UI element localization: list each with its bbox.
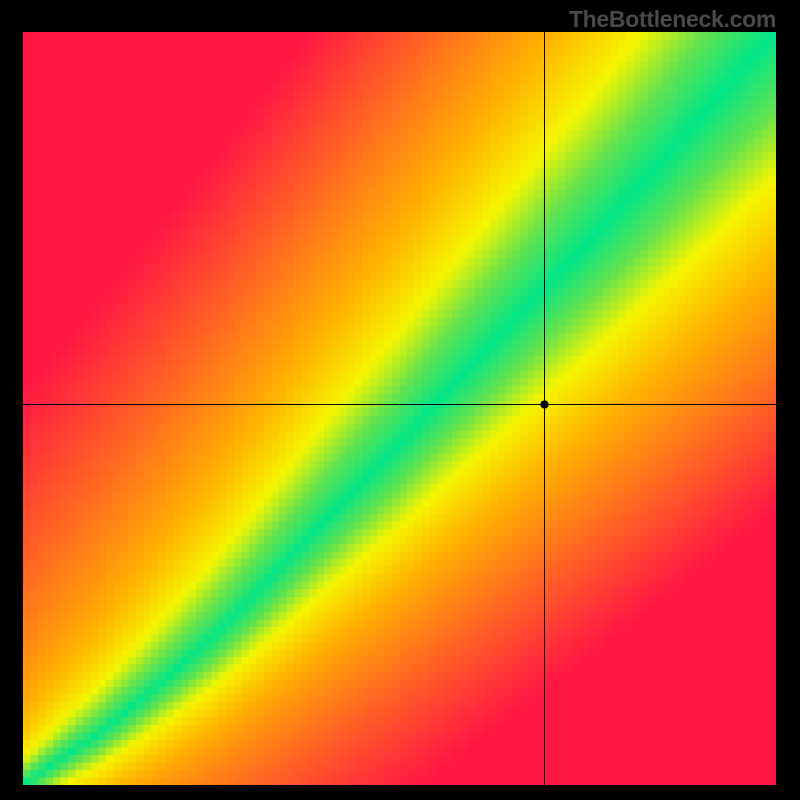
crosshair-overlay xyxy=(23,32,776,785)
watermark-text: TheBottleneck.com xyxy=(569,6,776,33)
chart-container: { "watermark": "TheBottleneck.com", "cha… xyxy=(0,0,800,800)
